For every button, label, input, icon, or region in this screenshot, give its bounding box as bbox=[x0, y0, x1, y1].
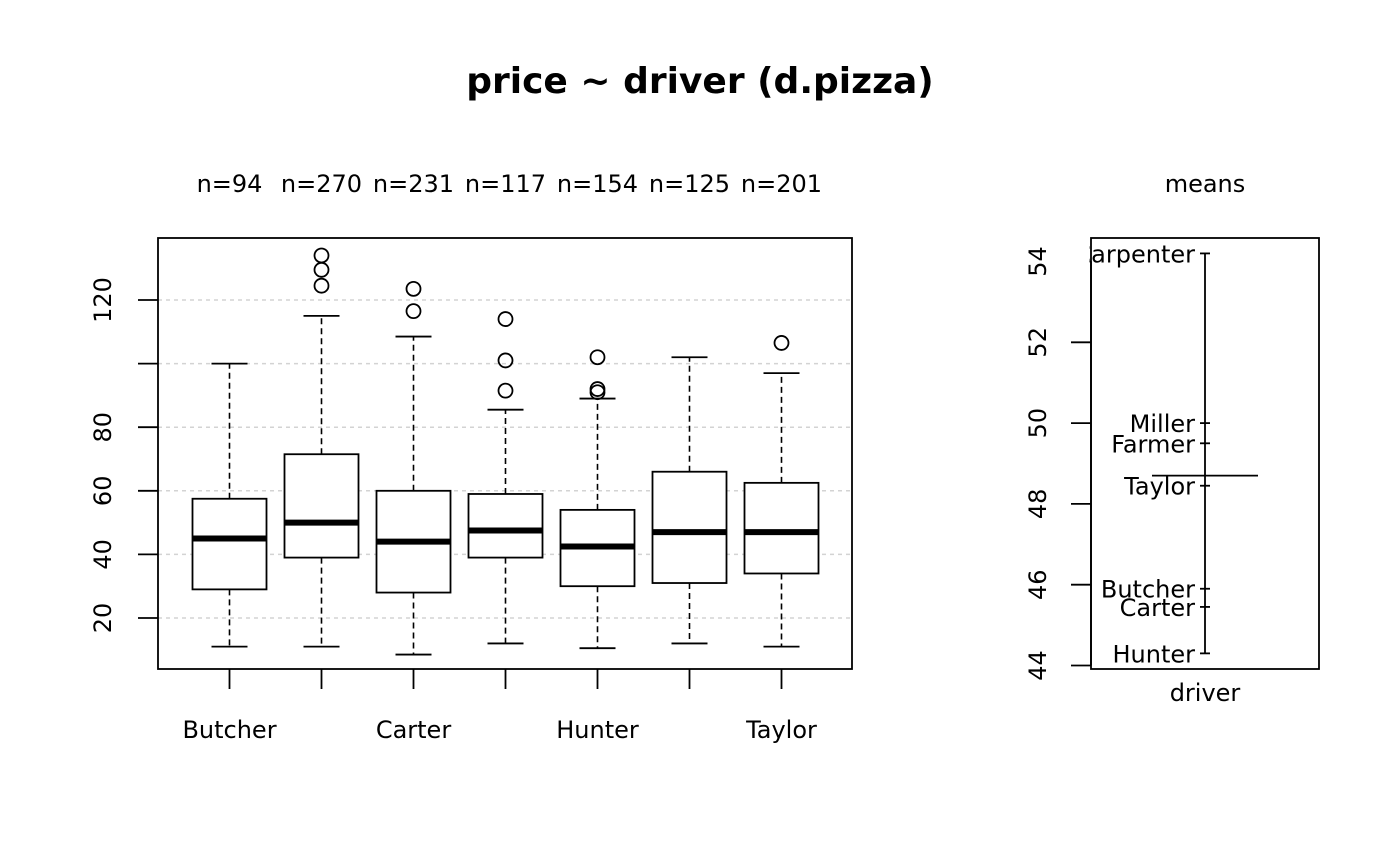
x-tick-label-butcher: Butcher bbox=[182, 716, 276, 744]
outlier-farmer-2 bbox=[497, 311, 514, 327]
count-label-carter: n=231 bbox=[373, 170, 454, 198]
x-tick-label-carter: Carter bbox=[376, 716, 452, 744]
count-label-carpenter: n=270 bbox=[281, 170, 362, 198]
means-label-farmer: Farmer bbox=[1111, 430, 1195, 458]
count-label-farmer: n=117 bbox=[465, 170, 546, 198]
means-y-tick-label-52: 52 bbox=[1024, 327, 1052, 358]
x-tick-label-hunter: Hunter bbox=[556, 716, 639, 744]
outlier-carpenter-1 bbox=[313, 261, 330, 278]
means-y-tick-label-44: 44 bbox=[1024, 650, 1052, 681]
outlier-carter-1 bbox=[405, 280, 422, 297]
means-label-taylor: Taylor bbox=[1123, 473, 1195, 501]
means-y-tick-label-54: 54 bbox=[1024, 246, 1052, 277]
count-label-hunter: n=154 bbox=[557, 170, 638, 198]
means-frame bbox=[1090, 237, 1320, 670]
outlier-hunter-2 bbox=[589, 349, 606, 366]
means-y-tick-label-46: 46 bbox=[1024, 569, 1052, 600]
y-tick-label-20: 20 bbox=[89, 603, 117, 634]
means-y-tick-label-48: 48 bbox=[1024, 489, 1052, 520]
boxplot-panel: n=94 n=270 n=231 n=117 n=154 n=125 n=201 Butche… bbox=[89, 170, 853, 744]
outlier-carpenter-0 bbox=[313, 277, 330, 294]
x-tick-label-taylor: Taylor bbox=[745, 716, 817, 744]
outlier-carter-0 bbox=[405, 303, 422, 320]
box-farmer bbox=[467, 493, 544, 559]
y-tick-label-120: 120 bbox=[89, 277, 117, 323]
count-label-taylor: n=201 bbox=[741, 170, 822, 198]
means-label-hunter: Hunter bbox=[1112, 640, 1195, 668]
boxplot-frame bbox=[157, 237, 853, 670]
count-label-miller: n=125 bbox=[649, 170, 730, 198]
outlier-farmer-0 bbox=[497, 382, 514, 399]
outlier-hunter-0 bbox=[589, 384, 606, 401]
count-label-butcher: n=94 bbox=[197, 170, 263, 198]
outlier-taylor-0 bbox=[773, 335, 790, 351]
outlier-hunter-1 bbox=[589, 381, 606, 397]
means-y-tick-label-50: 50 bbox=[1024, 408, 1052, 439]
y-tick-label-60: 60 bbox=[89, 476, 117, 507]
box-butcher bbox=[191, 497, 268, 591]
means-label-carpenter: Carpenter bbox=[1074, 240, 1195, 268]
box-taylor bbox=[743, 481, 820, 575]
means-label-miller: Miller bbox=[1130, 410, 1195, 438]
means-label-carter: Carter bbox=[1120, 594, 1196, 622]
box-miller bbox=[651, 470, 728, 584]
y-tick-label-80: 80 bbox=[89, 412, 117, 443]
box-carpenter bbox=[283, 453, 360, 559]
means-x-label: driver bbox=[1170, 679, 1241, 707]
outlier-farmer-1 bbox=[497, 352, 514, 369]
outlier-carpenter-2 bbox=[313, 247, 330, 264]
means-label-butcher: Butcher bbox=[1101, 576, 1195, 604]
y-tick-label-40: 40 bbox=[89, 539, 117, 570]
chart-title: price ~ driver (d.pizza) bbox=[466, 61, 934, 102]
means-clip-mask bbox=[1060, 236, 1090, 272]
means-title: means bbox=[1165, 170, 1246, 198]
